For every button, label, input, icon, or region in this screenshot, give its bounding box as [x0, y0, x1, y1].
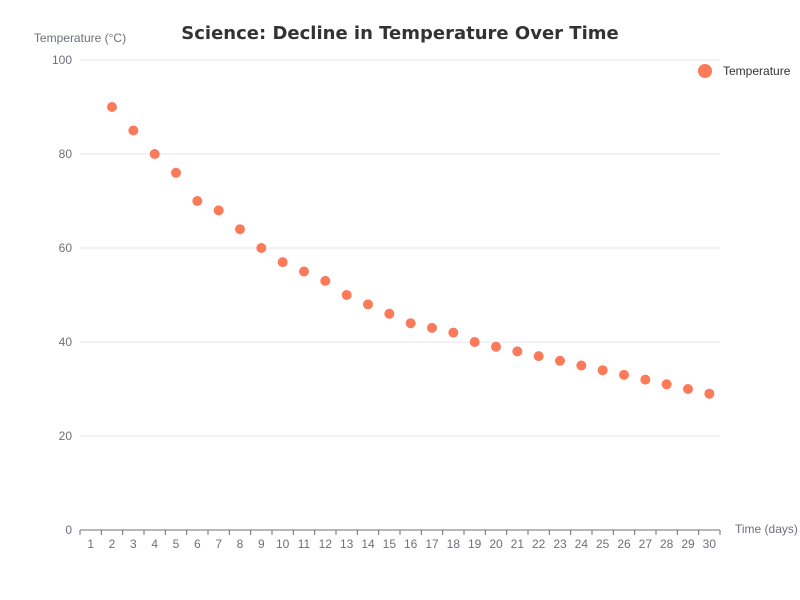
- x-tick-label: 25: [596, 537, 610, 551]
- x-tick-label: 3: [130, 537, 137, 551]
- grid: [80, 59, 720, 437]
- x-tick-label: 12: [319, 537, 333, 551]
- data-point[interactable]: [320, 275, 331, 286]
- y-axis-label: Temperature (°C): [34, 31, 126, 45]
- x-tick-label: 19: [468, 537, 482, 551]
- x-tick-label: 15: [383, 537, 397, 551]
- data-point[interactable]: [512, 346, 523, 357]
- x-tick-label: 6: [194, 537, 201, 551]
- data-point[interactable]: [597, 365, 608, 376]
- x-tick-label: 13: [340, 537, 354, 551]
- data-point[interactable]: [384, 308, 395, 319]
- x-tick-label: 5: [173, 537, 180, 551]
- x-tick-label: 10: [276, 537, 290, 551]
- x-tick-label: 28: [660, 537, 674, 551]
- x-tick-label: 17: [425, 537, 439, 551]
- data-point[interactable]: [427, 322, 437, 333]
- x-tick-label: 14: [361, 537, 375, 551]
- x-tick-label: 29: [681, 537, 695, 551]
- x-tick-label: 9: [258, 537, 265, 551]
- y-tick-label: 80: [59, 147, 73, 161]
- x-tick-label: 27: [639, 537, 653, 551]
- x-tick-label: 18: [447, 537, 461, 551]
- x-tick-label: 7: [215, 537, 222, 551]
- chart-title: Science: Decline in Temperature Over Tim…: [181, 23, 618, 44]
- data-point[interactable]: [277, 257, 288, 268]
- x-tick-label: 1: [87, 537, 94, 551]
- y-axis: 0 20 40 60 80 100: [52, 53, 72, 537]
- legend-label[interactable]: Temperature: [723, 64, 791, 78]
- data-point[interactable]: [661, 379, 672, 390]
- y-tick-label: 20: [59, 429, 73, 443]
- data-point[interactable]: [192, 196, 203, 206]
- legend-marker-icon[interactable]: [698, 64, 712, 78]
- data-point[interactable]: [149, 149, 160, 159]
- x-tick-label: 11: [298, 537, 311, 551]
- data-point[interactable]: [171, 167, 181, 178]
- x-tick-label: 26: [617, 537, 631, 551]
- x-tick-label: 8: [237, 537, 244, 551]
- x-tick-label: 24: [575, 537, 589, 551]
- data-point[interactable]: [640, 374, 651, 385]
- data-point[interactable]: [704, 388, 715, 399]
- data-point[interactable]: [533, 351, 544, 362]
- x-axis-label: Time (days): [735, 522, 798, 536]
- x-tick-label: 30: [703, 537, 717, 551]
- x-tick-label: 21: [511, 537, 525, 551]
- data-point[interactable]: [256, 243, 267, 253]
- x-tick-label: 22: [532, 537, 546, 551]
- data-point[interactable]: [555, 355, 565, 366]
- data-point[interactable]: [491, 341, 501, 352]
- y-tick-label: 40: [59, 335, 73, 349]
- data-point[interactable]: [469, 337, 480, 347]
- x-tick-label: 16: [404, 537, 418, 551]
- data-point[interactable]: [213, 205, 224, 216]
- y-tick-label: 100: [52, 53, 72, 67]
- y-tick-label: 0: [65, 523, 72, 537]
- data-point[interactable]: [576, 360, 587, 371]
- data-point[interactable]: [128, 125, 139, 136]
- data-point[interactable]: [299, 266, 309, 277]
- data-point[interactable]: [683, 384, 693, 394]
- y-tick-label: 60: [59, 241, 73, 255]
- data-point[interactable]: [448, 327, 459, 338]
- x-tick-label: 2: [109, 537, 116, 551]
- data-point[interactable]: [341, 290, 352, 300]
- data-point[interactable]: [107, 102, 117, 112]
- x-tick-label: 23: [553, 537, 567, 551]
- data-point[interactable]: [363, 299, 373, 310]
- data-point[interactable]: [405, 318, 416, 329]
- x-tick-label: 20: [489, 537, 503, 551]
- data-point[interactable]: [619, 369, 629, 380]
- x-tick-label: 4: [151, 537, 158, 551]
- legend[interactable]: Temperature: [698, 64, 791, 78]
- data-points: [107, 102, 715, 399]
- data-point[interactable]: [235, 224, 245, 235]
- x-axis: 1 2 3 4 5 6 7 8 9 10 11 12 13 14 15 16 17 18 19 20 21 22 23 24 2…: [79, 529, 721, 551]
